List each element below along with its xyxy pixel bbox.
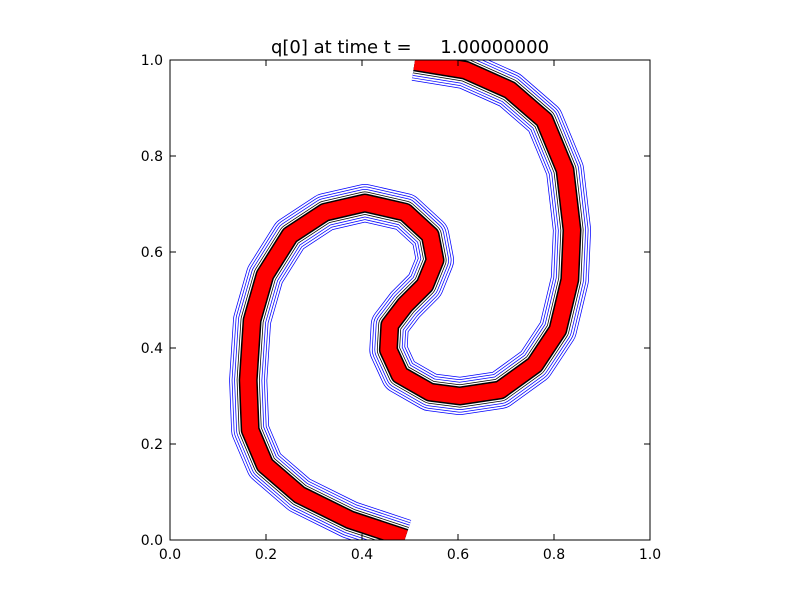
x-tick-label: 0.0 [159, 547, 181, 563]
y-tick-label: 0.6 [141, 245, 163, 261]
y-tick-label: 0.4 [141, 341, 163, 357]
y-tick-label: 0.8 [141, 149, 163, 165]
x-tick-label: 0.8 [543, 547, 565, 563]
x-tick-label: 1.0 [639, 547, 661, 563]
x-tick-label: 0.4 [351, 547, 373, 563]
x-tick-label: 0.6 [447, 547, 469, 563]
filled-region [248, 62, 572, 538]
y-tick-label: 1.0 [141, 53, 163, 69]
y-tick-label: 0.2 [141, 437, 163, 453]
plot-area [248, 62, 572, 538]
x-tick-label: 0.2 [255, 547, 277, 563]
y-tick-label: 0.0 [141, 533, 163, 549]
chart-title: q[0] at time t = 1.00000000 [271, 37, 549, 58]
